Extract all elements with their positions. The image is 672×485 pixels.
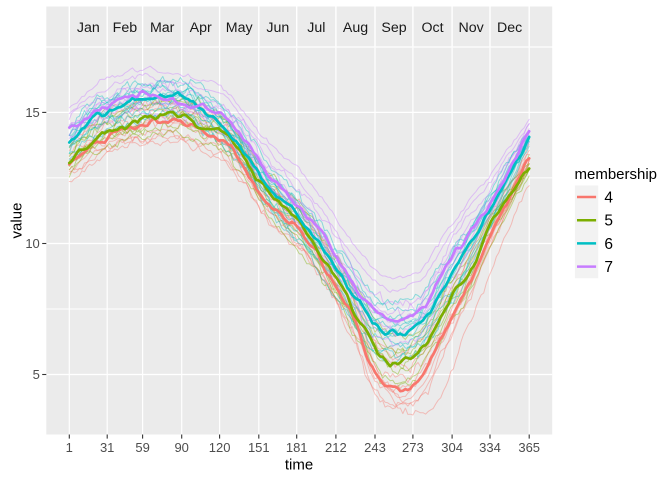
svg-text:Jun: Jun bbox=[266, 20, 289, 36]
svg-text:90: 90 bbox=[174, 440, 188, 455]
svg-text:Mar: Mar bbox=[150, 20, 175, 36]
svg-text:5: 5 bbox=[604, 213, 613, 230]
svg-text:Oct: Oct bbox=[421, 20, 443, 36]
svg-text:31: 31 bbox=[100, 440, 114, 455]
svg-text:time: time bbox=[285, 457, 313, 474]
svg-text:15: 15 bbox=[25, 105, 39, 120]
svg-text:May: May bbox=[226, 20, 254, 36]
svg-text:304: 304 bbox=[441, 440, 463, 455]
svg-text:212: 212 bbox=[325, 440, 347, 455]
svg-text:4: 4 bbox=[604, 189, 613, 206]
svg-text:Aug: Aug bbox=[343, 20, 368, 36]
svg-text:7: 7 bbox=[604, 259, 613, 276]
svg-text:365: 365 bbox=[518, 440, 540, 455]
svg-text:181: 181 bbox=[286, 440, 308, 455]
svg-text:1: 1 bbox=[66, 440, 73, 455]
svg-text:Nov: Nov bbox=[458, 20, 484, 36]
svg-text:membership: membership bbox=[575, 166, 658, 183]
svg-text:10: 10 bbox=[25, 236, 39, 251]
svg-text:Feb: Feb bbox=[113, 20, 138, 36]
svg-text:151: 151 bbox=[248, 440, 270, 455]
svg-text:120: 120 bbox=[209, 440, 231, 455]
svg-text:Apr: Apr bbox=[190, 20, 212, 36]
svg-text:243: 243 bbox=[364, 440, 386, 455]
svg-text:Sep: Sep bbox=[381, 20, 406, 36]
svg-text:value: value bbox=[9, 203, 26, 239]
svg-text:273: 273 bbox=[402, 440, 424, 455]
svg-text:Dec: Dec bbox=[497, 20, 522, 36]
svg-text:Jan: Jan bbox=[77, 20, 100, 36]
svg-text:5: 5 bbox=[33, 367, 40, 382]
svg-text:Jul: Jul bbox=[307, 20, 325, 36]
svg-text:334: 334 bbox=[479, 440, 501, 455]
svg-text:6: 6 bbox=[604, 236, 613, 253]
svg-text:59: 59 bbox=[135, 440, 149, 455]
